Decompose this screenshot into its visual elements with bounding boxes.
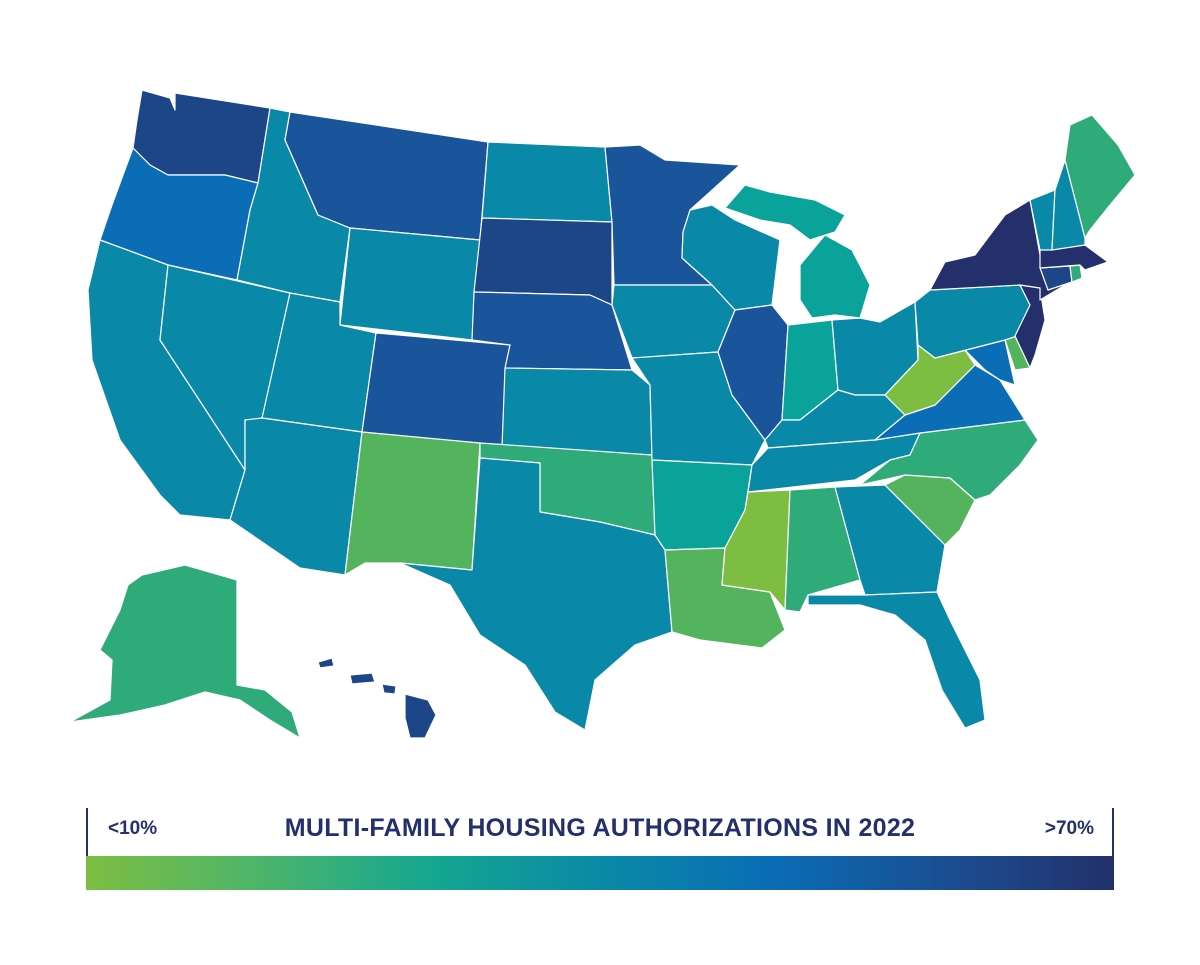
state-KS (501, 367, 653, 456)
state-AK (69, 564, 301, 739)
state-ND (481, 141, 613, 223)
state-AZ (229, 417, 363, 576)
state-IA (611, 284, 736, 359)
state-ME (1064, 114, 1136, 239)
legend-color-ramp (86, 856, 1114, 890)
legend-low-label: <10% (108, 818, 158, 839)
legend-right-border (1112, 808, 1114, 890)
legend-left-border (86, 808, 88, 890)
state-RI (1069, 264, 1083, 283)
state-NC (859, 419, 1039, 501)
state-WY (339, 227, 481, 341)
us-state-map (69, 89, 1136, 739)
state-TX (399, 457, 673, 731)
state-NM (344, 431, 481, 576)
state-FL (807, 591, 986, 729)
state-HI (317, 657, 437, 739)
legend: <10% MULTI-FAMILY HOUSING AUTHORIZATIONS… (86, 808, 1114, 890)
state-WV (884, 344, 976, 416)
state-CO (361, 332, 511, 448)
legend-high-label: >70% (1044, 818, 1094, 839)
legend-title: MULTI-FAMILY HOUSING AUTHORIZATIONS IN 2… (284, 814, 916, 842)
state-NH (1051, 159, 1086, 251)
